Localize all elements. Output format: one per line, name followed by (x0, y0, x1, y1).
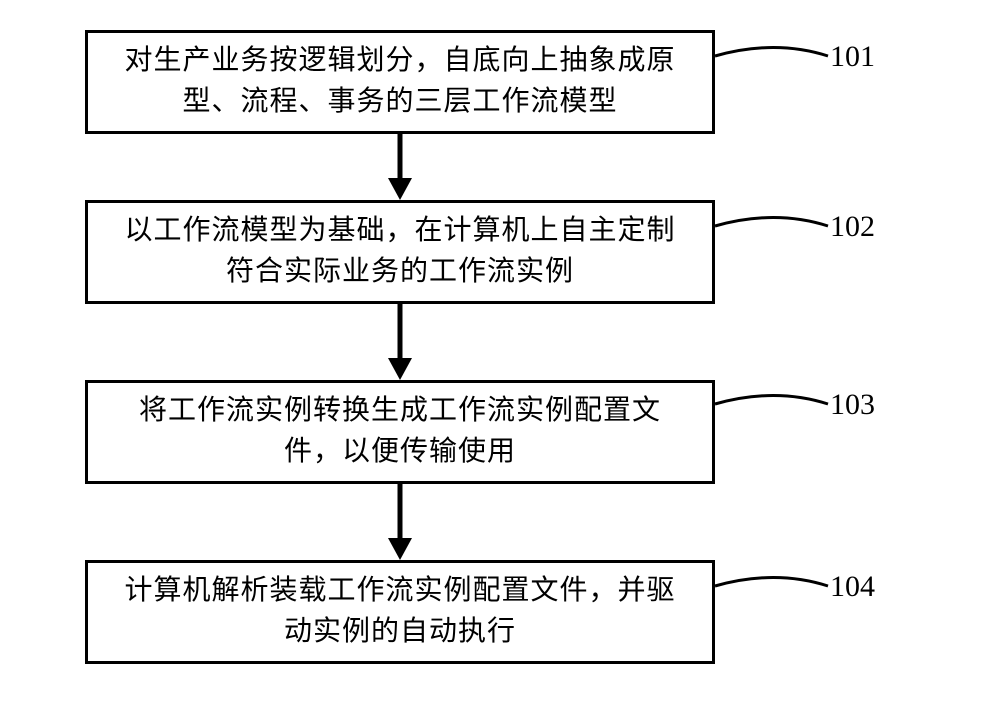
connector-2 (715, 217, 835, 247)
arrow-2-3 (385, 304, 415, 380)
step-label-1: 101 (830, 40, 875, 74)
connector-1 (715, 47, 835, 77)
step-label-2: 102 (830, 210, 875, 244)
flow-step-3: 将工作流实例转换生成工作流实例配置文 件，以便传输使用 (85, 380, 715, 484)
step-label-4: 104 (830, 570, 875, 604)
step4-line1: 计算机解析装载工作流实例配置文件，并驱 (124, 575, 675, 606)
flow-step-1-text: 对生产业务按逻辑划分，自底向上抽象成原 型、流程、事务的三层工作流模型 (124, 41, 675, 122)
flow-step-4: 计算机解析装载工作流实例配置文件，并驱 动实例的自动执行 (85, 560, 715, 664)
step3-line2: 件，以便传输使用 (284, 436, 516, 467)
step3-line1: 将工作流实例转换生成工作流实例配置文 (139, 395, 661, 426)
arrow-3-4 (385, 484, 415, 560)
connector-3 (715, 395, 835, 425)
step2-line2: 符合实际业务的工作流实例 (226, 256, 574, 287)
step2-line1: 以工作流模型为基础，在计算机上自主定制 (124, 215, 675, 246)
flow-step-1: 对生产业务按逻辑划分，自底向上抽象成原 型、流程、事务的三层工作流模型 (85, 30, 715, 134)
step1-line2: 型、流程、事务的三层工作流模型 (182, 86, 617, 117)
flow-step-2-text: 以工作流模型为基础，在计算机上自主定制 符合实际业务的工作流实例 (124, 211, 675, 292)
connector-4 (715, 577, 835, 607)
step-label-3: 103 (830, 388, 875, 422)
flow-step-4-text: 计算机解析装载工作流实例配置文件，并驱 动实例的自动执行 (124, 571, 675, 652)
step4-line2: 动实例的自动执行 (284, 616, 516, 647)
arrow-1-2 (385, 134, 415, 200)
step1-line1: 对生产业务按逻辑划分，自底向上抽象成原 (124, 45, 675, 76)
flow-step-3-text: 将工作流实例转换生成工作流实例配置文 件，以便传输使用 (139, 391, 661, 472)
flow-step-2: 以工作流模型为基础，在计算机上自主定制 符合实际业务的工作流实例 (85, 200, 715, 304)
